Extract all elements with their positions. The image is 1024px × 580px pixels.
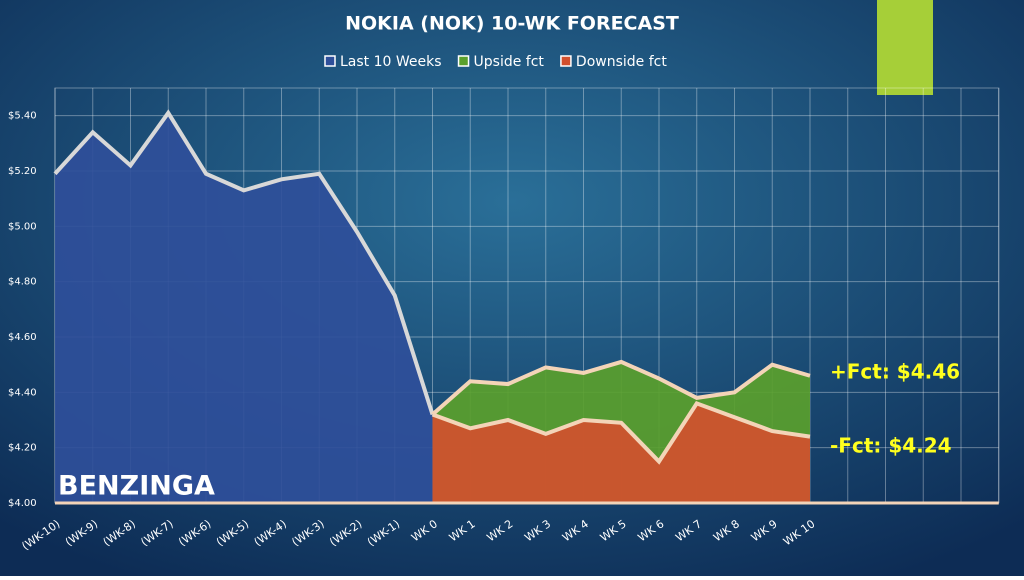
area [55,112,433,504]
accent-block [877,0,933,95]
y-tick-label: $4.40 [8,387,37,398]
legend-label: Upside fct [474,54,545,70]
y-tick-label: $4.20 [8,443,37,454]
legend-swatch [457,55,470,67]
y-tick-label: $5.40 [8,111,37,122]
legend-swatch [324,55,336,67]
chart-title: NOKIA (NOK) 10-WK FORECAST [345,13,679,35]
line [431,359,811,416]
brand: BENZINGA [58,471,215,502]
y-tick-label: $4.60 [8,332,37,343]
annotation: -Fct: $4.24 [830,434,952,458]
line [431,400,811,465]
y-tick-label: $4.80 [8,277,37,288]
y-tick-label: $5.20 [8,166,37,177]
legend-label: Downside fct [576,54,667,70]
y-tick-label: $4.00 [8,498,37,509]
legend-swatch [560,55,572,67]
y-tick-label: $5.00 [8,221,37,232]
line [53,109,435,416]
annotation: +Fct: $4.46 [830,360,960,384]
legend-label: Last 10 Weeks [340,54,442,70]
